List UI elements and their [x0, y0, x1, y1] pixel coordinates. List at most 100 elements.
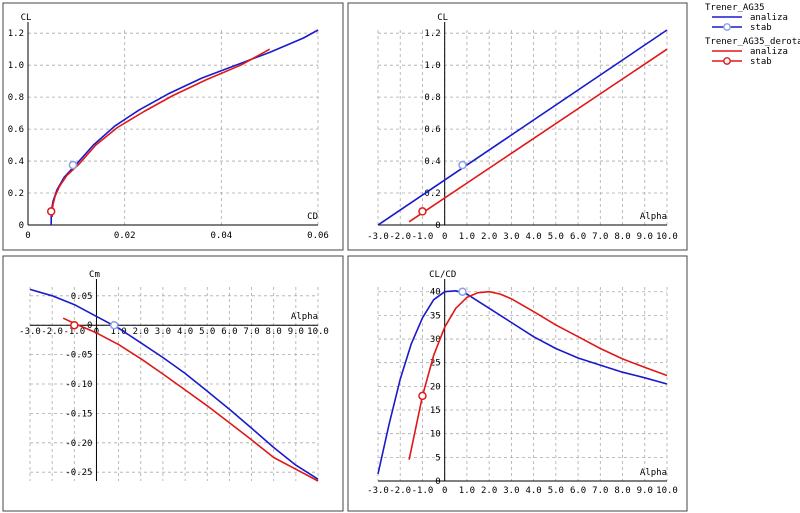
- x-tick-label: -1.0: [412, 486, 434, 496]
- y-tick-labels: 0 0.2 0.4 0.6 0.8 1.0 1.2: [8, 29, 24, 231]
- x-tick-label: 4.0: [525, 232, 541, 242]
- stab-point-marker: [70, 320, 79, 330]
- y-tick-label: 0: [19, 221, 24, 231]
- x-tick-label: 0.06: [307, 231, 329, 241]
- x-tick-label: 3.0: [503, 486, 519, 496]
- y-tick-label: 0: [87, 321, 92, 331]
- x-tick-label: 5.0: [199, 327, 215, 337]
- x-axis-label: Alpha: [640, 468, 667, 478]
- panel-border: [347, 255, 688, 512]
- x-tick-label: 3.0: [155, 327, 171, 337]
- stab-point-marker: [458, 160, 467, 170]
- series-line: [377, 289, 668, 475]
- y-tick-label: -0.15: [65, 409, 92, 419]
- y-tick-label: 25: [430, 359, 441, 369]
- series-group: [46, 29, 319, 225]
- x-tick-label: 10.0: [656, 232, 678, 242]
- x-tick-label: 2.0: [481, 486, 497, 496]
- x-axis-label: Alpha: [640, 212, 667, 222]
- chart-panel-cm-alpha: -3.0 -2.0 -1.0 0 1.0 2.0 3.0 4.0 5.0 6.0 7.0 8.0 9.0…: [2, 255, 344, 512]
- x-tick-label: 8.0: [614, 232, 630, 242]
- x-tick-labels: -3.0 -2.0 -1.0 0 1.0 2.0 3.0 4.0 5.0 6.0 7.0 8.0 9.0…: [367, 486, 678, 496]
- legend-entry-label: analiza: [750, 13, 788, 23]
- chart-panel-cl-cd: 0 0.02 0.04 0.06 0 0.2 0.4 0.6 0.8 1.0 1.2 CL CD: [2, 2, 344, 251]
- y-tick-label: -0.20: [65, 439, 92, 449]
- panel-border: [2, 255, 344, 512]
- x-tick-label: 4.0: [177, 327, 193, 337]
- series-line: [62, 317, 319, 482]
- y-tick-label: 0.6: [424, 125, 440, 135]
- series-line: [408, 48, 668, 223]
- stab-point-marker: [68, 160, 78, 170]
- x-tick-label: 1.0: [459, 486, 475, 496]
- y-tick-label: 5: [435, 453, 440, 463]
- x-tick-label: 5.0: [548, 486, 564, 496]
- series-line: [408, 290, 668, 460]
- x-tick-label: 2.0: [481, 232, 497, 242]
- y-tick-label: 35: [430, 311, 441, 321]
- x-tick-label: -3.0: [367, 232, 389, 242]
- stab-point-marker: [458, 287, 467, 296]
- grid: [27, 30, 319, 226]
- x-tick-labels: 0 0.02 0.04 0.06: [25, 231, 329, 241]
- series-group: [377, 29, 668, 226]
- x-tick-label: 0: [442, 232, 447, 242]
- series-group: [377, 287, 668, 475]
- x-tick-label: 4.0: [525, 486, 541, 496]
- stab-point-marker: [418, 207, 427, 216]
- x-tick-label: 0: [442, 486, 447, 496]
- y-axis-label: CL: [21, 13, 32, 23]
- x-tick-label: -2.0: [389, 486, 411, 496]
- chart-panel-clcd-alpha: -3.0 -2.0 -1.0 0 1.0 2.0 3.0 4.0 5.0 6.0 7.0 8.0 9.0…: [347, 255, 688, 512]
- x-tick-label: 0: [25, 231, 30, 241]
- y-tick-label: 20: [430, 382, 441, 392]
- y-tick-label: 0.6: [8, 125, 24, 135]
- y-tick-labels: 0 5 10 15 20 25 30 35 40: [430, 288, 441, 487]
- x-tick-label: 3.0: [503, 232, 519, 242]
- y-tick-label: -0.05: [65, 351, 92, 361]
- series-group: [29, 288, 319, 482]
- y-tick-label: 0.4: [424, 157, 440, 167]
- y-tick-label: 1.0: [424, 61, 440, 71]
- chart-panel-cl-alpha: -3.0 -2.0 -1.0 0 1.0 2.0 3.0 4.0 5.0 6.0 7.0 8.0 9.0…: [347, 2, 688, 251]
- x-tick-label: -1.0: [412, 232, 434, 242]
- x-tick-label: -1.0: [63, 327, 85, 337]
- legend-group-title: Trener_AG35_derotate: [705, 37, 800, 47]
- x-tick-label: 7.0: [592, 486, 608, 496]
- y-tick-label: 0.2: [8, 189, 24, 199]
- x-axis-label: Alpha: [291, 312, 318, 322]
- y-axis-label: CL/CD: [429, 270, 456, 280]
- y-tick-label: 0.4: [8, 157, 24, 167]
- x-tick-label: 0.02: [114, 231, 136, 241]
- y-tick-labels: 0 0.2 0.4 0.6 0.8 1.0 1.2: [424, 29, 440, 231]
- y-tick-label: -0.25: [65, 468, 92, 478]
- x-tick-label: 6.0: [570, 486, 586, 496]
- x-tick-labels: -3.0 -2.0 -1.0 0 1.0 2.0 3.0 4.0 5.0 6.0 7.0 8.0 9.0…: [367, 232, 678, 242]
- y-tick-label: -0.10: [65, 380, 92, 390]
- x-tick-label: 2.0: [133, 327, 149, 337]
- x-tick-label: 8.0: [266, 327, 282, 337]
- legend-entry-label: stab: [750, 57, 772, 67]
- x-tick-label: 9.0: [288, 327, 304, 337]
- y-tick-label: 10: [430, 430, 441, 440]
- stab-point-marker: [109, 320, 119, 330]
- y-tick-label: 0.8: [424, 93, 440, 103]
- y-tick-label: 40: [430, 288, 441, 298]
- y-tick-label: 0.8: [8, 93, 24, 103]
- stab-point-marker: [46, 207, 56, 216]
- x-tick-label: 6.0: [570, 232, 586, 242]
- y-tick-label: 30: [430, 335, 441, 345]
- x-tick-label: 7.0: [243, 327, 259, 337]
- y-tick-label: 1.2: [8, 29, 24, 39]
- x-tick-label: -3.0: [367, 486, 389, 496]
- x-tick-label: 5.0: [548, 232, 564, 242]
- legend-entry-label: stab: [750, 23, 772, 33]
- y-axis-label: Cm: [89, 270, 100, 280]
- x-axis-label: CD: [307, 212, 318, 222]
- x-tick-label: 10.0: [656, 486, 678, 496]
- x-tick-label: 9.0: [637, 232, 653, 242]
- x-tick-label: 0: [94, 327, 99, 337]
- panel-border: [347, 2, 688, 251]
- y-tick-labels: 0.05 0 -0.05 -0.10 -0.15 -0.20 -0.25: [65, 292, 92, 478]
